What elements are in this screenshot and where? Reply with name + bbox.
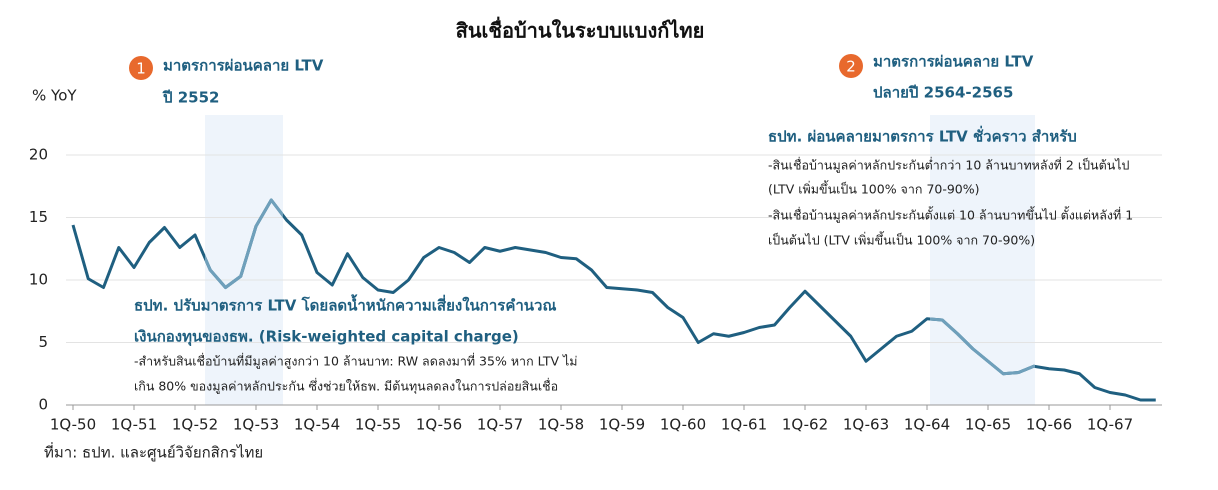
x-tick-label: 1Q-63 xyxy=(843,416,889,434)
x-tick-label: 1Q-59 xyxy=(599,416,645,434)
x-tick-label: 1Q-62 xyxy=(782,416,828,434)
x-tick-label: 1Q-57 xyxy=(477,416,523,434)
x-tick-label: 1Q-56 xyxy=(416,416,462,434)
x-tick-label: 1Q-61 xyxy=(721,416,767,434)
x-tick-label: 1Q-55 xyxy=(355,416,401,434)
x-tick-label: 1Q-54 xyxy=(294,416,340,434)
note: เป็นต้นไป (LTV เพิ่มขึ้นเป็น 100% จาก 70… xyxy=(768,231,1035,248)
y-axis-label: % YoY xyxy=(32,87,77,105)
x-tick-label: 1Q-58 xyxy=(538,416,584,434)
y-tick-label: 15 xyxy=(29,208,48,226)
annotation: มาตรการผ่อนคลาย LTV xyxy=(873,53,1034,71)
x-tick-label: 1Q-66 xyxy=(1026,416,1072,434)
x-tick-label: 1Q-67 xyxy=(1087,416,1133,434)
x-tick-label: 1Q-64 xyxy=(904,416,950,434)
note: เกิน 80% ของมูลค่าหลักประกัน ซึ่งช่วยให้… xyxy=(134,378,558,395)
x-tick-label: 1Q-53 xyxy=(233,416,279,434)
chart-title: สินเชื่อบ้านในระบบแบงก์ไทย xyxy=(456,16,705,43)
badge xyxy=(839,54,863,78)
note-heading: เงินกองทุนของธพ. (Risk-weighted capital … xyxy=(134,328,519,347)
x-tick-label: 1Q-51 xyxy=(111,416,157,434)
y-tick-label: 10 xyxy=(29,271,48,289)
annotation: มาตรการผ่อนคลาย LTV xyxy=(163,57,324,75)
y-tick-label: 20 xyxy=(29,146,48,164)
x-tick-label: 1Q-65 xyxy=(965,416,1011,434)
note-heading: ธปท. ปรับมาตรการ LTV โดยลดน้ำหนักความเสี… xyxy=(134,294,556,315)
note: -สินเชื่อบ้านมูลค่าหลักประกันตั้งแต่ 10 … xyxy=(768,206,1133,224)
source: ที่มา: ธปท. และศูนย์วิจัยกสิกรไทย xyxy=(44,442,263,462)
note: -สำหรับสินเชื่อบ้านที่มีมูลค่าสูงกว่า 10… xyxy=(134,353,578,370)
annotation: ปี 2552 xyxy=(162,89,219,107)
badge-number: 1 xyxy=(136,60,146,78)
note: (LTV เพิ่มขึ้นเป็น 100% จาก 70-90%) xyxy=(768,180,980,197)
note-heading: ธปท. ผ่อนคลายมาตรการ LTV ชั่วคราว สำหรับ xyxy=(768,126,1077,146)
annotation: ปลายปี 2564-2565 xyxy=(873,84,1013,102)
x-tick-label: 1Q-60 xyxy=(660,416,706,434)
y-tick-label: 5 xyxy=(38,333,48,351)
x-tick-label: 1Q-52 xyxy=(172,416,218,434)
y-tick-label: 0 xyxy=(38,396,48,414)
badge xyxy=(129,56,153,80)
badge-number: 2 xyxy=(846,58,856,76)
x-tick-label: 1Q-50 xyxy=(50,416,96,434)
note: -สินเชื่อบ้านมูลค่าหลักประกันต่ำกว่า 10 … xyxy=(768,157,1130,174)
highlight-band xyxy=(205,115,283,405)
